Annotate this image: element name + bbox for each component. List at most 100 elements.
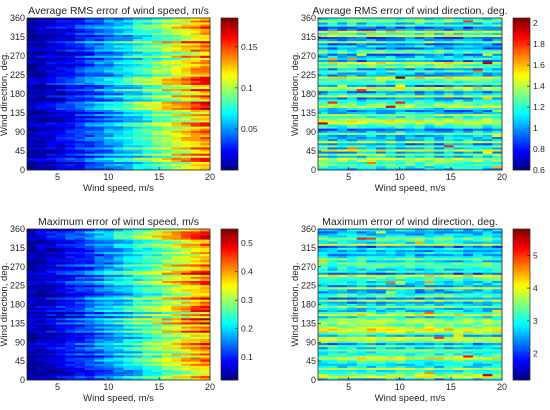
heatmap-cell — [152, 117, 163, 121]
heatmap-cell — [104, 330, 114, 333]
heatmap-cell — [376, 268, 387, 271]
heatmap-cell — [327, 36, 338, 40]
heatmap-cell — [84, 363, 95, 366]
heatmap-cell — [200, 268, 211, 271]
heatmap-cell — [161, 309, 172, 313]
heatmap-cell — [104, 24, 114, 27]
heatmap-cell — [443, 155, 454, 158]
colorbar-segment — [513, 46, 530, 50]
heatmap-cell — [472, 165, 483, 169]
heatmap-cell — [55, 355, 66, 358]
heatmap-cell — [318, 346, 328, 350]
heatmap-cell — [104, 82, 114, 85]
heatmap-cell — [27, 109, 37, 112]
heatmap-cell — [171, 299, 182, 302]
heatmap-cell — [337, 90, 348, 94]
heatmap-cell — [347, 138, 358, 142]
colorbar-segment — [221, 89, 238, 93]
heatmap-cell — [94, 103, 105, 106]
heatmap-cell — [482, 97, 493, 100]
heatmap-cell — [181, 348, 192, 352]
heatmap-cell — [376, 342, 387, 346]
heatmap-cell — [55, 284, 66, 288]
heatmap-cell — [414, 140, 425, 144]
heatmap-cell — [152, 92, 163, 96]
heatmap-cell — [152, 84, 163, 88]
heatmap-cell — [434, 34, 445, 38]
heatmap-cell — [424, 61, 435, 65]
heatmap-cell — [104, 140, 114, 144]
heatmap-cell — [161, 113, 172, 117]
heatmap-cell — [385, 111, 396, 115]
heatmap-cell — [36, 305, 47, 308]
heatmap-cell — [453, 111, 464, 115]
heatmap-cell — [347, 32, 358, 35]
heatmap-cell — [337, 373, 348, 377]
heatmap-cell — [113, 63, 124, 67]
heatmap-cell — [65, 344, 76, 348]
colorbar-segment — [221, 245, 238, 249]
colorbar-segment — [221, 22, 238, 26]
heatmap-cell — [161, 70, 172, 73]
heatmap-cell — [27, 36, 37, 40]
heatmap-cell — [356, 330, 367, 333]
heatmap-cell — [453, 34, 464, 38]
heatmap-cell — [84, 348, 95, 352]
heatmap-cell — [395, 63, 406, 67]
heatmap-cell — [113, 134, 124, 137]
heatmap-cell — [171, 111, 182, 115]
heatmap-cell — [84, 140, 95, 144]
heatmap-cell — [337, 255, 348, 259]
heatmap-cell — [443, 82, 454, 85]
heatmap-cell — [55, 76, 66, 79]
heatmap-cell — [385, 149, 396, 152]
heatmap-cell — [492, 134, 503, 137]
heatmap-cell — [84, 268, 95, 271]
heatmap-cell — [376, 20, 387, 23]
heatmap-cell — [113, 97, 124, 100]
heatmap-cell — [434, 76, 445, 79]
heatmap-cell — [123, 286, 134, 290]
heatmap-cell — [152, 86, 163, 90]
heatmap-cell — [142, 266, 153, 269]
heatmap-cell — [395, 76, 406, 79]
heatmap-cell — [356, 357, 367, 360]
colorbar-segment — [221, 82, 238, 85]
heatmap-cell — [142, 161, 153, 165]
heatmap-cell — [36, 371, 47, 375]
heatmap-cell — [161, 313, 172, 317]
heatmap-cell — [94, 65, 105, 69]
heatmap-cell — [161, 373, 172, 377]
heatmap-cell — [376, 303, 387, 306]
heatmap-cell — [190, 373, 201, 377]
heatmap-cell — [327, 288, 338, 292]
heatmap-cell — [414, 167, 425, 171]
heatmap-cell — [104, 109, 114, 112]
heatmap-cell — [385, 88, 396, 92]
heatmap-cell — [200, 371, 211, 375]
heatmap-cell — [171, 18, 182, 21]
x-tick-label: 20 — [205, 382, 215, 392]
heatmap-cell — [376, 363, 387, 366]
heatmap-cell — [181, 260, 192, 263]
heatmap-cell — [75, 239, 86, 242]
heatmap-cell — [104, 159, 114, 162]
heatmap-cell — [161, 291, 172, 294]
heatmap-cell — [65, 140, 76, 144]
heatmap-cell — [327, 115, 338, 119]
heatmap-cell — [395, 113, 406, 117]
heatmap-cell — [94, 161, 105, 165]
heatmap-cell — [171, 336, 182, 339]
heatmap-cell — [123, 266, 134, 269]
heatmap-cell — [376, 377, 387, 381]
heatmap-cell — [318, 38, 328, 42]
heatmap-cell — [181, 67, 192, 71]
heatmap-cell — [463, 47, 474, 50]
heatmap-cell — [356, 307, 367, 310]
heatmap-cell — [424, 151, 435, 154]
heatmap-cell — [171, 295, 182, 298]
heatmap-cell — [376, 42, 387, 46]
heatmap-cell — [171, 239, 182, 242]
heatmap-cell — [376, 103, 387, 106]
heatmap-cell — [123, 151, 134, 154]
